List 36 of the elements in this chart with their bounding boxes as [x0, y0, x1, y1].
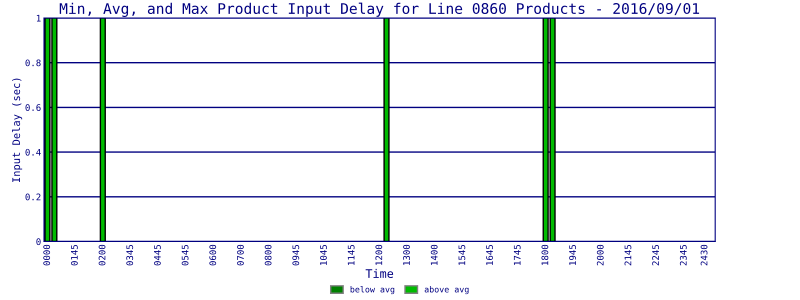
x-tick-label: 2245 [652, 245, 660, 266]
x-tick-label: 0600 [209, 244, 216, 266]
x-tick-label: 1400 [430, 244, 438, 265]
x-tick-label: 1300 [403, 244, 410, 265]
x-tick-label: 1945 [569, 245, 576, 265]
x-tick-label: 0445 [154, 245, 161, 266]
y-tick-label: 0.4 [26, 148, 41, 156]
x-tick-label: 1800 [541, 244, 548, 265]
x-tick-label: 1045 [320, 245, 327, 265]
x-tick-label: 1645 [486, 245, 493, 265]
x-tick-label: 0345 [126, 245, 134, 266]
x-tick-label: 0945 [292, 245, 300, 266]
x-tick-label: 1145 [348, 245, 355, 265]
x-tick-label: 0700 [237, 244, 244, 266]
x-tick-label: 0145 [70, 245, 78, 266]
x-tick-label: 2145 [624, 245, 632, 266]
y-tick-label: 0.2 [26, 194, 40, 200]
x-tick-label: 1545 [458, 245, 466, 265]
legend-label: below avg [350, 286, 394, 294]
x-tick-label: 1745 [514, 245, 521, 265]
x-tick-label: 0800 [264, 244, 272, 266]
y-tick-label: 0.6 [26, 104, 41, 111]
x-axis-title: Time [366, 268, 394, 278]
x-tick-label: 0545 [182, 245, 188, 266]
x-tick-label: 0000 [43, 244, 50, 266]
y-tick-label: 0 [36, 238, 41, 246]
x-tick-label: 2000 [596, 244, 604, 266]
x-tick-label: 1200 [375, 244, 382, 265]
x-tick-label: 2430 [700, 244, 708, 266]
legend-label: above avg [424, 286, 469, 294]
x-tick-label: 2345 [680, 245, 687, 266]
y-tick-label: 1 [36, 14, 41, 22]
chart-title: Min, Avg, and Max Product Input Delay for Line 0860 Products - 2016/09/01 [60, 2, 700, 17]
x-tick-label: 0200 [98, 244, 106, 266]
y-axis-title: Input Delay (sec) [12, 78, 22, 182]
y-tick-label: 0.8 [26, 59, 41, 66]
